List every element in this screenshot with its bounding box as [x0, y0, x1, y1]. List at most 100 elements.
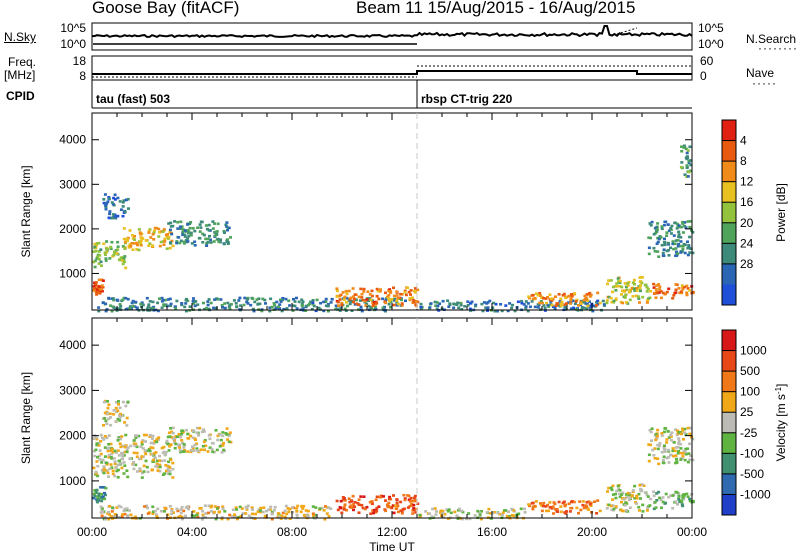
velocity-echo-cell	[626, 491, 630, 495]
power-echo-cell	[371, 301, 375, 304]
power-echo-cell	[131, 248, 135, 251]
velocity-echo-cell	[585, 501, 589, 504]
power-echo-cell	[381, 297, 385, 301]
velocity-echo-cell	[193, 443, 197, 447]
velocity-echo-cell	[140, 476, 144, 479]
velocity-echo-cell	[443, 512, 447, 516]
power-echo-cell	[139, 239, 143, 242]
power-echo-cell	[201, 241, 205, 244]
velocity-echo-cell	[116, 449, 120, 452]
power-ytick-label: 4000	[59, 133, 86, 147]
power-echo-cell	[311, 299, 315, 302]
power-echo-cell	[522, 303, 526, 306]
power-echo-cell	[178, 241, 182, 245]
velocity-echo-cell	[552, 512, 555, 515]
power-echo-cell	[627, 290, 631, 294]
power-echo-cell	[528, 296, 531, 300]
power-echo-cell	[396, 296, 400, 300]
velocity-echo-cell	[237, 515, 241, 519]
power-echo-cell	[683, 173, 687, 177]
velocity-echo-cell	[179, 435, 182, 439]
velocity-echo-cell	[206, 450, 210, 453]
velocity-echo-cell	[473, 514, 477, 517]
power-echo-cell	[580, 306, 584, 309]
power-echo-cell	[112, 196, 116, 200]
power-echo-cell	[673, 242, 677, 246]
power-echo-cell	[147, 231, 151, 234]
velocity-echo-cell	[555, 508, 559, 511]
velocity-echo-cell	[660, 432, 664, 435]
velocity-echo-cell	[510, 507, 514, 511]
velocity-echo-cell	[103, 491, 106, 495]
power-echoes	[92, 144, 695, 313]
power-echo-cell	[688, 220, 692, 223]
velocity-echo-cell	[456, 517, 460, 520]
velocity-echo-cell	[350, 506, 353, 509]
power-echo-cell	[198, 230, 202, 233]
power-echo-cell	[128, 307, 132, 310]
power-echo-cell	[113, 307, 117, 310]
power-echo-cell	[347, 299, 351, 302]
velocity-echo-cell	[192, 449, 196, 453]
velocity-echo-cell	[218, 510, 222, 513]
velocity-echo-cell	[151, 460, 155, 463]
power-echo-cell	[609, 279, 613, 282]
velocity-echo-cell	[214, 517, 218, 521]
power-echo-cell	[348, 302, 352, 306]
power-echo-cell	[392, 286, 395, 290]
station-title: Goose Bay (fitACF)	[92, 0, 240, 17]
velocity-echo-cell	[688, 499, 692, 503]
power-echo-cell	[669, 228, 673, 232]
velocity-echo-cell	[677, 497, 681, 501]
velocity-echo-cell	[550, 507, 554, 510]
velocity-echo-cell	[667, 461, 671, 464]
power-echo-cell	[111, 305, 115, 308]
power-echo-cell	[491, 306, 495, 309]
velocity-echo-cell	[652, 454, 656, 457]
power-echo-cell	[291, 304, 295, 307]
velocity-echo-cell	[667, 495, 671, 499]
power-echo-cell	[653, 291, 657, 295]
velocity-echo-cell	[171, 461, 175, 465]
velocity-echo-cell	[572, 500, 576, 504]
power-echo-cell	[167, 222, 171, 225]
velocity-echo-cell	[296, 504, 300, 508]
velocity-echo-cell	[107, 443, 111, 446]
power-echo-cell	[655, 230, 659, 233]
velocity-echo-cell	[555, 510, 559, 513]
power-echo-cell	[95, 242, 99, 245]
power-echo-cell	[134, 300, 138, 304]
velocity-echo-cell	[646, 506, 650, 510]
velocity-echo-cell	[359, 495, 363, 498]
power-echo-cell	[631, 281, 635, 285]
power-echo-cell	[409, 289, 413, 292]
power-echo-cell	[97, 278, 101, 282]
velocity-echo-cell	[174, 442, 178, 446]
power-colorbar-segment	[722, 140, 736, 162]
power-echo-cell	[147, 229, 151, 233]
power-echo-cell	[466, 300, 470, 303]
velocity-echo-cell	[624, 501, 628, 504]
velocity-echo-cell	[152, 442, 156, 445]
velocity-echo-cell	[153, 440, 157, 443]
power-echo-cell	[363, 299, 367, 303]
velocity-echo-cell	[212, 450, 216, 454]
velocity-echo-cell	[386, 503, 389, 506]
time-tick-label: 12:00	[377, 525, 407, 539]
power-echo-cell	[681, 285, 685, 289]
power-echo-cell	[110, 309, 114, 313]
velocity-echo-cell	[598, 509, 602, 513]
power-echo-cell	[625, 288, 629, 292]
velocity-echo-cell	[667, 456, 671, 459]
power-echo-cell	[569, 299, 573, 302]
velocity-echo-cell	[418, 515, 422, 519]
velocity-echo-cell	[112, 457, 116, 460]
velocity-echo-cell	[628, 496, 632, 499]
power-echo-cell	[539, 300, 543, 303]
power-echo-cell	[637, 297, 641, 300]
power-echo-cell	[447, 305, 451, 308]
velocity-echo-cell	[652, 507, 656, 511]
power-echo-cell	[324, 300, 328, 304]
velocity-echo-cell	[109, 416, 112, 419]
velocity-echo-cell	[182, 446, 186, 449]
